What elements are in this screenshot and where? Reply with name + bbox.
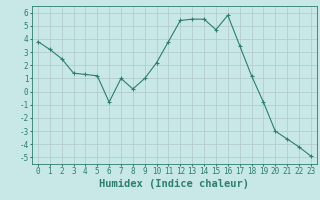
X-axis label: Humidex (Indice chaleur): Humidex (Indice chaleur) xyxy=(100,179,249,189)
